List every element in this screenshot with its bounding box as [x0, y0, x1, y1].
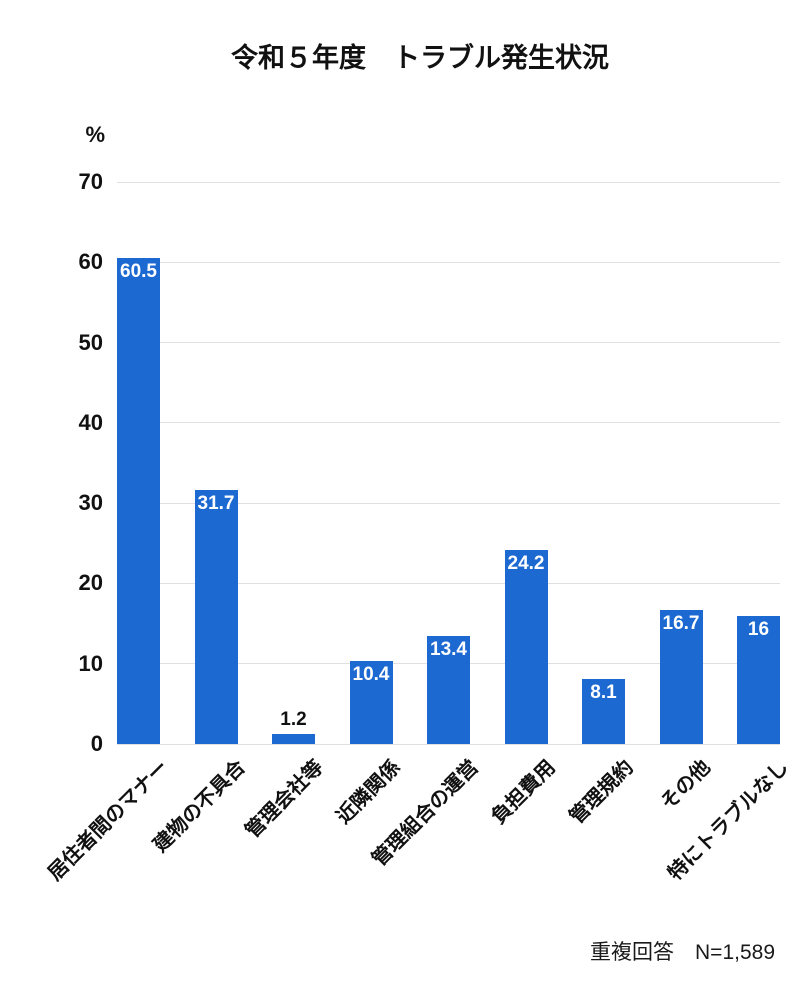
y-axis-tick-label: 60 [78, 249, 103, 275]
bar: 10.4 [349, 660, 393, 744]
chart-title: 令和５年度 トラブル発生状況 [231, 43, 609, 73]
bar-value-label: 24.2 [507, 552, 545, 574]
bar-value-label: 31.7 [197, 492, 235, 514]
gridline [117, 342, 780, 344]
gridline [117, 502, 780, 504]
x-axis-category-label: その他 [656, 756, 715, 815]
bar: 24.2 [504, 549, 548, 744]
bar: 16 [737, 615, 780, 744]
y-axis-tick-label: 70 [78, 169, 103, 194]
x-axis-category-label: 管理会社等 [241, 756, 328, 843]
x-axis-category-label: 管理規約 [565, 756, 638, 829]
bar-value-label: 60.5 [120, 261, 157, 283]
y-axis-tick-label: 40 [78, 409, 103, 435]
bar-value-label: 1.2 [280, 709, 307, 731]
x-axis-category-label: 居住者間のマナー [43, 756, 173, 885]
y-axis-tick-label: 50 [78, 329, 103, 355]
y-axis-unit-label: % [85, 122, 105, 147]
gridline [117, 261, 780, 263]
y-axis-tick-label: 10 [78, 650, 103, 676]
bar: 8.1 [582, 678, 625, 744]
y-axis-tick-label: 20 [78, 570, 103, 596]
x-axis-category-label: 近隣関係 [332, 756, 405, 829]
gridline [117, 181, 780, 183]
bar-value-label: 13.4 [430, 639, 467, 661]
gridline [117, 743, 780, 745]
bar-value-label: 10.4 [352, 663, 390, 685]
plot-area: 60.5 31.7 1.2 10.4 13.4 24.2 8.1 16.7 16 [117, 181, 780, 745]
bar: 16.7 [659, 609, 703, 744]
bar: 60.5 [117, 258, 160, 744]
bar: 31.7 [194, 489, 238, 744]
bar-value-label: 16 [747, 618, 770, 640]
gridline [117, 422, 780, 424]
bar-value-label: 16.7 [662, 612, 700, 634]
y-axis-tick-label: 0 [90, 731, 103, 756]
footnote: 重複回答 N=1,589 [590, 941, 775, 964]
bar: 13.4 [427, 636, 470, 744]
bar-value-label: 8.1 [590, 681, 617, 703]
gridline [117, 582, 780, 584]
x-axis-category-label: 負担費用 [487, 756, 560, 829]
y-axis-tick-label: 30 [78, 490, 103, 516]
bar: 1.2 [272, 709, 315, 744]
